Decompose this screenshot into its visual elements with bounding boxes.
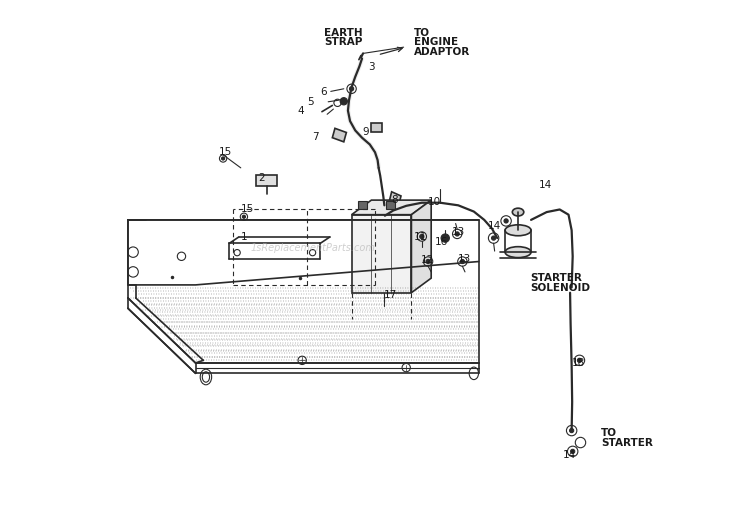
Circle shape	[242, 215, 245, 218]
Circle shape	[340, 98, 347, 105]
Circle shape	[441, 234, 449, 242]
Text: 13: 13	[452, 228, 465, 237]
Circle shape	[504, 219, 509, 223]
Text: TO: TO	[602, 428, 617, 438]
Text: 2: 2	[258, 173, 265, 183]
Text: 14: 14	[488, 221, 501, 231]
Text: 7: 7	[312, 132, 319, 142]
Polygon shape	[352, 200, 431, 214]
Text: SOLENOID: SOLENOID	[530, 283, 590, 293]
Ellipse shape	[505, 225, 531, 236]
Text: 12: 12	[421, 255, 434, 266]
Text: 1: 1	[241, 232, 248, 242]
Text: 13: 13	[458, 254, 471, 265]
Bar	[370, 123, 382, 132]
Circle shape	[426, 259, 430, 264]
Ellipse shape	[512, 208, 523, 216]
Text: STARTER: STARTER	[530, 273, 582, 283]
Text: 15: 15	[241, 204, 254, 214]
Text: STARTER: STARTER	[602, 438, 653, 448]
Text: 14: 14	[539, 179, 552, 189]
Ellipse shape	[505, 247, 531, 258]
Text: 9: 9	[363, 128, 370, 138]
Polygon shape	[389, 192, 401, 204]
Text: 14: 14	[562, 450, 576, 460]
Circle shape	[569, 428, 574, 433]
Bar	[256, 175, 278, 186]
Text: 8: 8	[391, 195, 398, 205]
Bar	[386, 201, 395, 209]
Circle shape	[221, 157, 225, 160]
Text: STRAP: STRAP	[325, 38, 363, 48]
Text: 17: 17	[384, 290, 398, 300]
Text: 18: 18	[572, 358, 586, 368]
Text: 4: 4	[298, 106, 304, 116]
Circle shape	[460, 259, 464, 264]
Text: ENGINE: ENGINE	[414, 38, 458, 48]
Circle shape	[350, 87, 354, 91]
Polygon shape	[332, 128, 346, 142]
Bar	[352, 214, 412, 293]
Text: 10: 10	[428, 197, 442, 207]
Text: 16: 16	[435, 237, 448, 247]
Circle shape	[420, 234, 424, 238]
Circle shape	[455, 232, 459, 236]
Text: 1sReplacementParts.com: 1sReplacementParts.com	[251, 244, 375, 254]
Text: EARTH: EARTH	[325, 28, 363, 38]
Circle shape	[571, 449, 574, 453]
Text: 5: 5	[308, 97, 314, 107]
Text: 6: 6	[321, 87, 327, 97]
Text: ADAPTOR: ADAPTOR	[414, 48, 470, 58]
Bar	[358, 201, 367, 209]
Circle shape	[491, 236, 496, 240]
Text: TO: TO	[414, 28, 430, 38]
Text: 15: 15	[219, 147, 232, 157]
Circle shape	[578, 358, 581, 362]
Text: 3: 3	[368, 62, 375, 72]
Polygon shape	[412, 200, 431, 293]
Text: 11: 11	[414, 232, 428, 242]
